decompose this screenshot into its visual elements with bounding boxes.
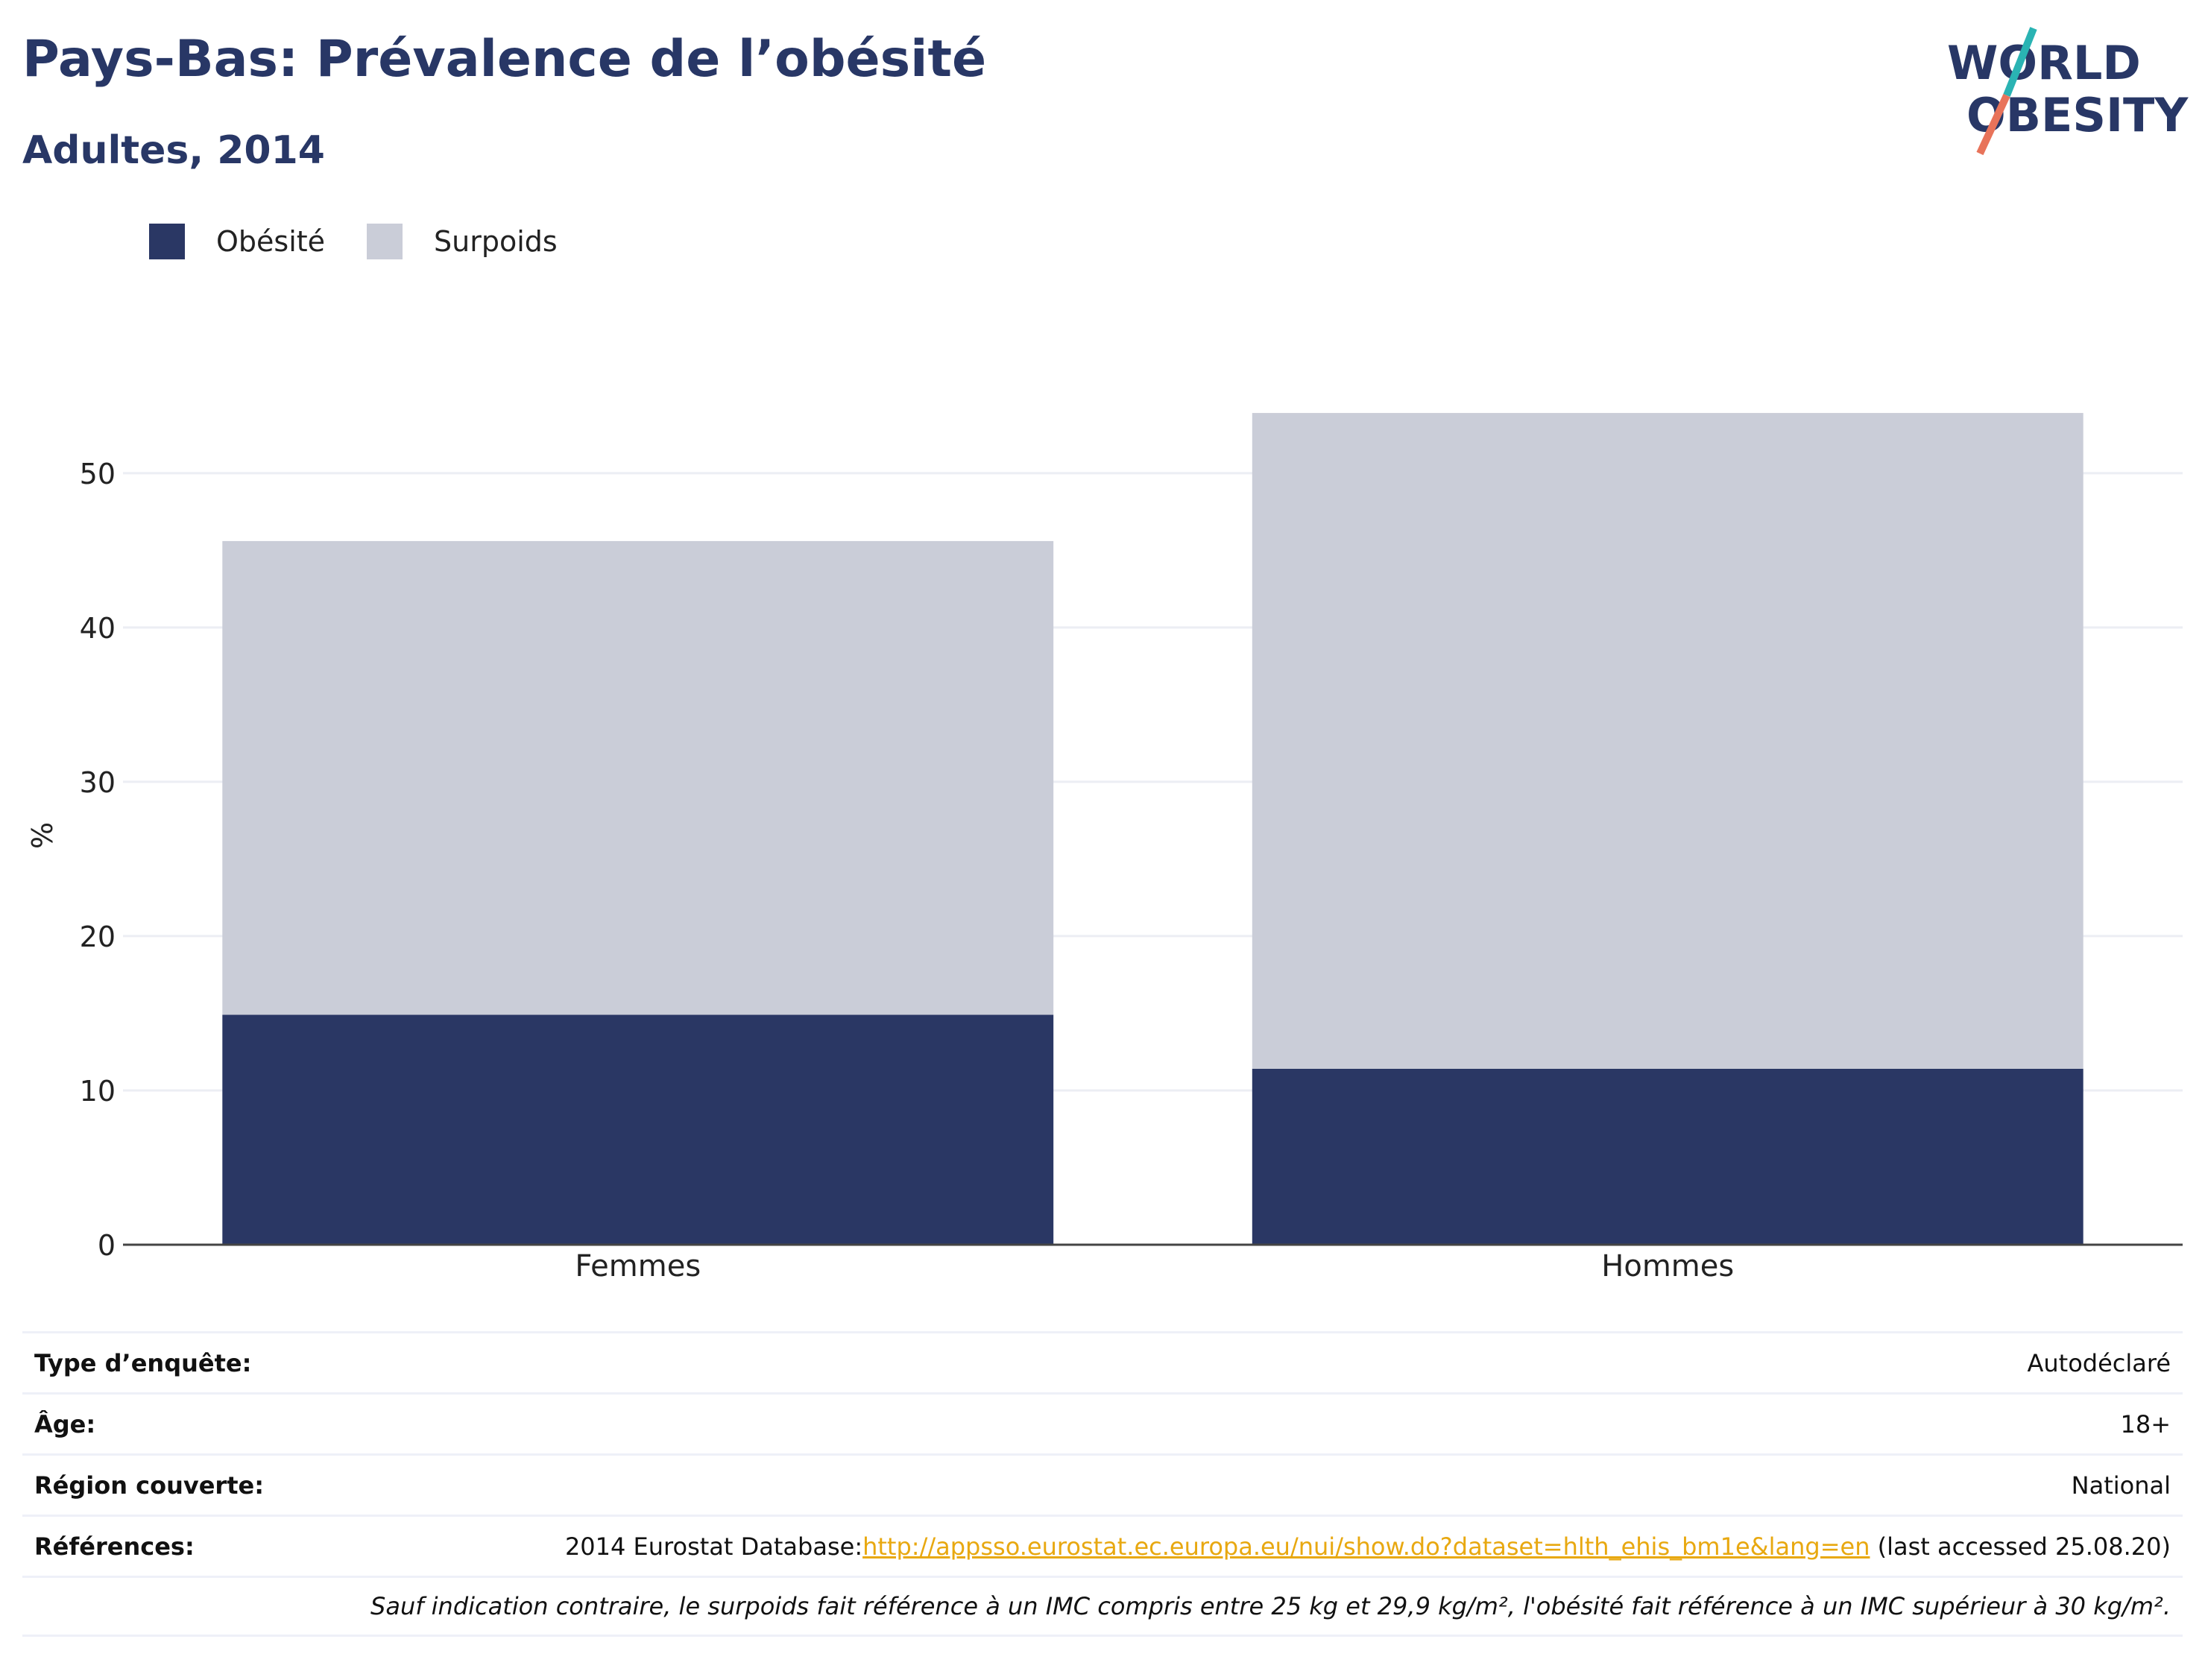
info-value: 2014 Eurostat Database:http://appsso.eur… [565,1532,2171,1561]
info-row-references: Références: 2014 Eurostat Database:http:… [22,1515,2183,1576]
logo-slash-bottom [1976,93,2010,156]
y-tick-label: 30 [80,766,116,799]
info-row-region: Région couverte: National [22,1453,2183,1515]
info-row-age: Âge: 18+ [22,1392,2183,1453]
info-value: Autodéclaré [2027,1348,2171,1377]
x-tick-label: Femmes [575,1249,701,1283]
page-title: Pays-Bas: Prévalence de l’obésité [22,30,987,89]
legend-swatch-obesite [149,224,185,259]
logo-slash-top [2003,27,2037,97]
y-tick-label: 50 [80,458,116,490]
info-row-survey-type: Type d’enquête: Autodéclaré [22,1331,2183,1392]
info-value: 18+ [2120,1409,2171,1439]
info-value: National [2071,1471,2171,1500]
info-note: Sauf indication contraire, le surpoids f… [22,1576,2183,1637]
bar-obsit-hommes [1252,1068,2083,1245]
reference-link[interactable]: http://appsso.eurostat.ec.europa.eu/nui/… [862,1532,1870,1561]
legend-label-surpoids: Surpoids [434,225,558,258]
legend-swatch-surpoids [367,224,403,259]
info-key: Type d’enquête: [34,1348,252,1377]
legend-label-obesite: Obésité [216,225,326,258]
y-tick-label: 40 [80,612,116,645]
y-axis-label: % [26,822,59,849]
info-key: Références: [34,1532,195,1561]
logo-line1: WORLD [1947,36,2141,90]
info-key: Âge: [34,1409,96,1439]
legend-item-surpoids[interactable]: Surpoids [367,224,558,259]
bar-surpoids-hommes [1252,413,2083,1069]
info-table: Type d’enquête: Autodéclaré Âge: 18+ Rég… [22,1331,2183,1637]
reference-suffix: (last accessed 25.08.20) [1870,1532,2171,1561]
bar-obsit-femmes [222,1014,1054,1245]
bar-surpoids-femmes [222,540,1054,1015]
info-key: Région couverte: [34,1471,264,1500]
chart-legend: Obésité Surpoids [149,224,599,259]
y-tick-label: 20 [80,920,116,953]
note-text: Sauf indication contraire, le surpoids f… [370,1592,2171,1620]
bar-chart: 0 10 20 30 40 50% Femmes Hommes [26,413,2183,1283]
y-tick-label: 10 [80,1075,116,1108]
page-subtitle: Adultes, 2014 [22,128,325,173]
y-tick-label: 0 [98,1229,116,1262]
legend-item-obesite[interactable]: Obésité [149,224,325,259]
world-obesity-logo: WORLD OBESITY [1947,27,2189,156]
reference-prefix: 2014 Eurostat Database: [564,1532,863,1561]
x-tick-label: Hommes [1601,1249,1734,1283]
